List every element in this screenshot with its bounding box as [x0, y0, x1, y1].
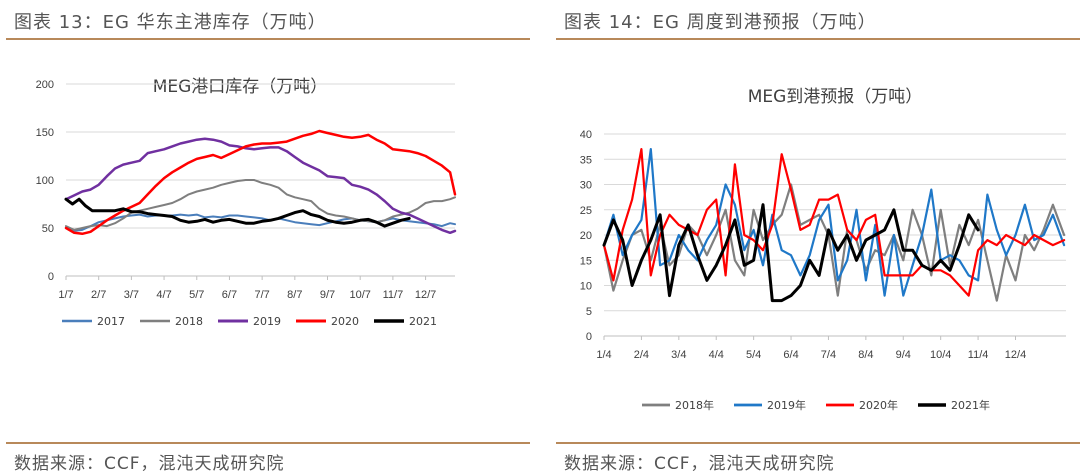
arrivals-chart: MEG到港预报（万吨） 0 5 10 15 20 25 30 35 40 1/4 2/4 3/4 4/4 5… — [580, 87, 1066, 412]
series-line-2021 — [602, 203, 980, 303]
x-tick-label: 3/7 — [124, 289, 139, 301]
y-tick-label: 100 — [36, 175, 54, 187]
data-source: 数据来源：CCF，混沌天成研究院 — [14, 454, 285, 474]
x-tick-label: 2/7 — [91, 289, 106, 301]
figure-title: 图表 13：EG 华东主港库存（万吨） — [14, 12, 327, 33]
x-tick-label: 6/7 — [222, 289, 237, 301]
y-tick-label: 0 — [586, 331, 592, 343]
inventory-chart: MEG港口库存（万吨） 0 50 100 150 200 1/7 2/7 3/7 4/7 5/7 6/… — [36, 77, 457, 328]
legend-label-2021: 2021年 — [951, 398, 990, 412]
y-tick-label: 40 — [580, 129, 592, 141]
legend-label-2019: 2019年 — [767, 398, 806, 412]
x-tick-label: 12/7 — [415, 289, 436, 301]
top-rule — [556, 38, 1080, 40]
legend-label-2020: 2020年 — [859, 398, 898, 412]
x-tick-label: 4/4 — [709, 349, 724, 361]
y-tick-label: 5 — [586, 306, 592, 318]
series-line-2020 — [602, 147, 1066, 297]
y-tick-label: 200 — [36, 79, 54, 91]
x-tick-label: 11/4 — [968, 349, 989, 361]
top-rule — [6, 38, 530, 40]
x-tick-label: 9/4 — [896, 349, 911, 361]
chart-title: MEG港口库存（万吨） — [153, 77, 328, 97]
series-line-2019 — [64, 137, 457, 235]
y-tick-label: 35 — [580, 154, 592, 166]
y-tick-label: 20 — [580, 230, 592, 242]
x-tick-label: 1/7 — [58, 289, 73, 301]
y-tick-label: 25 — [580, 205, 592, 217]
x-tick-label: 5/4 — [746, 349, 761, 361]
x-tick-label: 8/4 — [858, 349, 873, 361]
x-tick-label: 8/7 — [287, 289, 302, 301]
series-line-2018 — [602, 183, 1066, 302]
legend-label-2020: 2020 — [331, 315, 359, 328]
x-tick-label: 1/4 — [596, 349, 611, 361]
y-tick-label: 30 — [580, 180, 592, 192]
bottom-rule — [556, 442, 1080, 444]
legend-label-2021: 2021 — [409, 315, 437, 328]
data-source: 数据来源：CCF，混沌天成研究院 — [564, 454, 835, 474]
x-tick-label: 3/4 — [671, 349, 686, 361]
x-tick-label: 7/4 — [821, 349, 836, 361]
legend-label-2018: 2018 — [175, 315, 203, 328]
x-tick-label: 4/7 — [156, 289, 171, 301]
figure-title: 图表 14：EG 周度到港预报（万吨） — [564, 12, 877, 33]
y-tick-label: 0 — [48, 271, 54, 283]
legend-label-2017: 2017 — [97, 315, 125, 328]
series-line-2020 — [64, 129, 457, 236]
x-tick-label: 10/4 — [930, 349, 951, 361]
series-line-2021 — [64, 197, 411, 228]
x-tick-label: 12/4 — [1005, 349, 1026, 361]
legend-label-2019: 2019 — [253, 315, 281, 328]
x-tick-label: 6/4 — [783, 349, 798, 361]
y-tick-label: 50 — [42, 223, 54, 235]
x-tick-label: 11/7 — [383, 289, 404, 301]
chart-title: MEG到港预报（万吨） — [748, 87, 923, 107]
legend-label-2018: 2018年 — [675, 398, 714, 412]
bottom-rule — [6, 442, 530, 444]
x-tick-label: 7/7 — [254, 289, 269, 301]
y-tick-label: 15 — [580, 255, 592, 267]
series-line-2017 — [65, 213, 456, 232]
x-tick-label: 10/7 — [349, 289, 370, 301]
y-tick-label: 10 — [580, 281, 592, 293]
right-panel: 图表 14：EG 周度到港预报（万吨） MEG到港预报（万吨） 0 5 10 15 20 2… — [550, 0, 1080, 475]
left-panel: 图表 13：EG 华东主港库存（万吨） MEG港口库存（万吨） 0 50 100 150… — [0, 0, 530, 475]
y-tick-label: 150 — [36, 127, 54, 139]
x-tick-label: 9/7 — [320, 289, 335, 301]
x-tick-label: 2/4 — [634, 349, 649, 361]
x-tick-label: 5/7 — [189, 289, 204, 301]
